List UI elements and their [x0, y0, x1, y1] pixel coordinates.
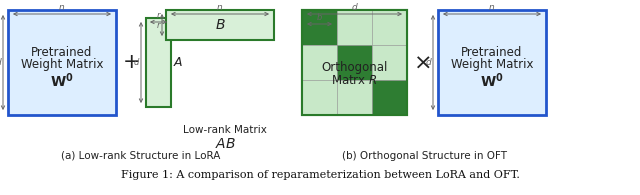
Bar	[372, 10, 407, 45]
Text: Figure 1: A comparison of reparameterization between LoRA and OFT.: Figure 1: A comparison of reparameteriza…	[120, 170, 520, 180]
Bar	[146, 18, 171, 107]
Text: (b) Orthogonal Structure in OFT: (b) Orthogonal Structure in OFT	[342, 151, 506, 161]
Text: n: n	[217, 3, 223, 12]
Text: d: d	[425, 58, 431, 67]
Bar	[372, 80, 407, 115]
Text: $\mathbf{W^0}$: $\mathbf{W^0}$	[50, 71, 74, 90]
Bar	[302, 45, 337, 80]
Text: Weight Matrix: Weight Matrix	[20, 58, 103, 71]
Text: $\mathit{B}$: $\mathit{B}$	[214, 18, 225, 32]
Bar	[302, 10, 407, 115]
Text: Low-rank Matrix: Low-rank Matrix	[183, 125, 267, 135]
Text: A: A	[174, 56, 182, 69]
Bar	[438, 10, 546, 115]
Text: n: n	[59, 3, 65, 12]
Bar	[372, 45, 407, 80]
Text: d: d	[351, 3, 357, 12]
Bar	[337, 10, 372, 45]
Bar	[337, 80, 372, 115]
Text: d: d	[134, 58, 139, 67]
Text: d: d	[0, 58, 1, 67]
Text: n: n	[489, 3, 495, 12]
Bar	[302, 80, 337, 115]
Bar	[302, 10, 337, 45]
Text: r: r	[157, 11, 160, 20]
Text: (a) Low-rank Structure in LoRA: (a) Low-rank Structure in LoRA	[61, 151, 221, 161]
Text: b: b	[317, 12, 322, 21]
Text: Pretrained: Pretrained	[461, 46, 523, 59]
Bar	[337, 45, 372, 80]
Bar	[302, 10, 407, 115]
Text: Matrx $\mathit{R}$: Matrx $\mathit{R}$	[332, 74, 378, 87]
Text: +: +	[123, 52, 141, 73]
Text: $\times$: $\times$	[413, 52, 431, 73]
Text: Pretrained: Pretrained	[31, 46, 93, 59]
Text: r: r	[157, 20, 160, 29]
Text: $\mathit{AB}$: $\mathit{AB}$	[214, 137, 236, 151]
Text: Weight Matrix: Weight Matrix	[451, 58, 533, 71]
Text: Orthogonal: Orthogonal	[321, 61, 388, 74]
Text: $\mathbf{W^0}$: $\mathbf{W^0}$	[480, 71, 504, 90]
Bar	[8, 10, 116, 115]
Bar	[166, 10, 274, 40]
